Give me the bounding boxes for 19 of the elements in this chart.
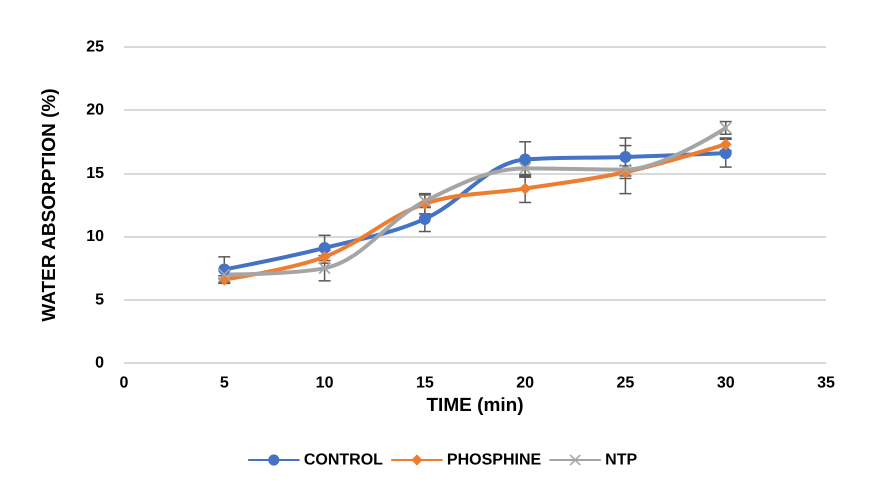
x-tick-label: 30	[716, 374, 735, 392]
x-tick-label: 5	[220, 374, 229, 392]
x-tick-label: 10	[316, 374, 334, 392]
x-tick-label: 25	[616, 374, 634, 392]
x-tick-label: 20	[516, 374, 534, 392]
x-tick-label: 0	[120, 374, 129, 392]
x-tick-label: 35	[817, 374, 835, 392]
y-tick-label: 5	[95, 291, 104, 308]
y-tick-label: 0	[95, 354, 104, 372]
legend-label: CONTROL	[304, 452, 384, 468]
y-axis-title: WATER ABSORPTION (%)	[39, 88, 60, 322]
x-axis-title: TIME (min)	[426, 394, 524, 416]
y-tick-label: 15	[86, 164, 104, 182]
y-tick-label: 10	[86, 228, 104, 246]
y-tick-label: 25	[86, 38, 104, 56]
x-tick-label: 15	[416, 374, 434, 392]
legend-label: PHOSPHINE	[446, 452, 542, 468]
legend-label: NTP	[605, 452, 638, 468]
y-tick-label: 20	[86, 102, 104, 119]
